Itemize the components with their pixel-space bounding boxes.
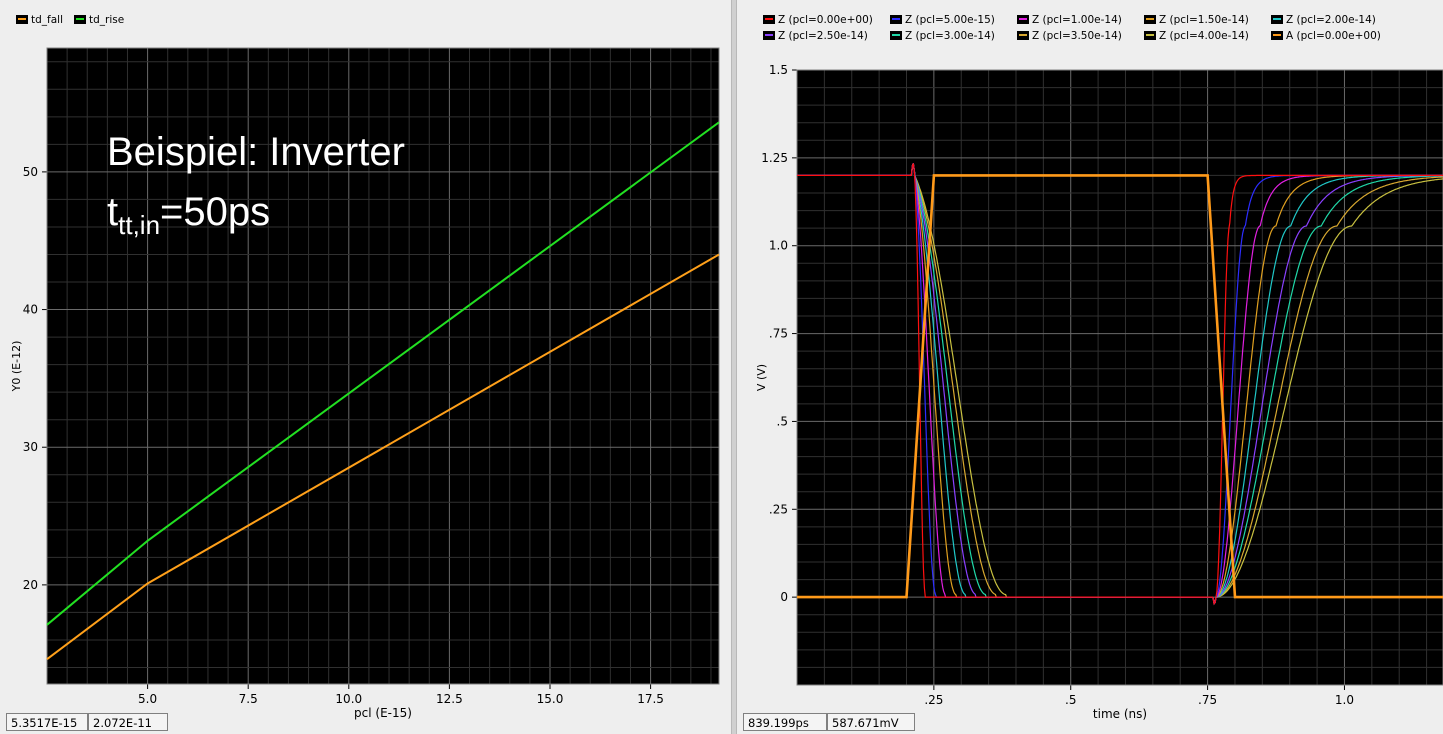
legend-label: Z (pcl=0.00e+00) [778,14,873,26]
legend-swatch [890,14,902,24]
legend-entry[interactable]: td_fall [16,13,63,27]
y-axis-label: Y0 (E-12) [10,341,23,393]
plot-border [796,69,1443,686]
y-tick-label: 50 [23,165,38,179]
y-tick-label: 0 [780,590,788,604]
legend-swatch [1144,30,1156,40]
legend-label: Z (pcl=1.50e-14) [1159,14,1249,26]
x-tick-label: .5 [1065,693,1076,707]
annotation-param: ttt,in=50ps [107,190,270,241]
legend-swatch [1271,14,1283,24]
x-tick-label: .25 [924,693,943,707]
y-tick-label: 20 [23,578,38,592]
legend-swatch [1144,14,1156,24]
legend-label: Z (pcl=3.00e-14) [905,30,995,42]
right-y-readout[interactable]: 587.671mV [827,713,915,731]
left-x-readout[interactable]: 5.3517E-15 [6,713,88,731]
x-axis-label: time (ns) [1093,707,1147,721]
legend-swatch [1271,30,1283,40]
annotation-param-value: =50ps [160,190,271,234]
left-y-readout[interactable]: 2.072E-11 [88,713,168,731]
legend-label: td_rise [89,14,125,26]
right-x-readout[interactable]: 839.199ps [743,713,827,731]
legend-label: Z (pcl=5.00e-15) [905,14,995,26]
x-tick-label: 10.0 [335,692,362,706]
series-line-td-fall [46,253,720,660]
y-tick-label: .25 [769,502,788,516]
annotation-param-subscript: tt,in [118,210,161,240]
legend-entry[interactable]: Z (pcl=1.50e-14) [1144,13,1249,27]
y-tick-label: 1.25 [761,151,788,165]
waveforms [797,163,1443,606]
legend-label: Z (pcl=2.50e-14) [778,30,868,42]
legend-swatch [16,14,28,24]
legend-entry[interactable]: Z (pcl=4.00e-14) [1144,29,1249,43]
y-tick-label: 40 [23,303,38,317]
legend-label: Z (pcl=4.00e-14) [1159,30,1249,42]
annotation-param-t: t [107,190,119,234]
x-tick-label: 17.5 [637,692,664,706]
left-plot-panel: td_fall td_rise 5.0 7.5 10.0 12.5 15.0 17.5 20 3… [0,0,731,734]
legend-swatch [763,14,775,24]
legend-entry[interactable]: Z (pcl=2.50e-14) [763,29,868,43]
y-axis-label: V (V) [755,364,768,391]
legend-entry[interactable]: Z (pcl=2.00e-14) [1271,13,1376,27]
y-tick-label: 1.0 [769,239,788,253]
y-tick-label: 30 [23,440,38,454]
legend-swatch [1017,30,1029,40]
annotation-title: Beispiel: Inverter [107,130,405,174]
left-chart[interactable]: 5.0 7.5 10.0 12.5 15.0 17.5 20 30 40 50 pcl (E-15)… [0,0,731,734]
right-plot-panel: Z (pcl=0.00e+00) Z (pcl=5.00e-15) Z (pcl=1… [737,0,1443,734]
legend-entry[interactable]: Z (pcl=3.50e-14) [1017,29,1122,43]
legend-entry[interactable]: A (pcl=0.00e+00) [1271,29,1381,43]
x-tick-label: 12.5 [436,692,463,706]
input-waveform-A [797,174,1443,599]
plot-border [46,47,720,685]
x-tick-label: 7.5 [239,692,258,706]
y-tick-label: .75 [769,327,788,341]
right-chart[interactable]: .25 .5 .75 1.0 0 .25 .5 .75 1.0 1.25 1.5 time (ns) V… [737,0,1443,734]
plot-area [797,70,1443,685]
legend-entry[interactable]: Z (pcl=3.00e-14) [890,29,995,43]
legend-entry[interactable]: Z (pcl=5.00e-15) [890,13,995,27]
legend-label: Z (pcl=3.50e-14) [1032,30,1122,42]
x-tick-label: 5.0 [138,692,157,706]
panel-splitter[interactable] [731,0,737,734]
output-waveform [797,163,1443,606]
x-axis-label: pcl (E-15) [354,706,412,720]
legend-label: Z (pcl=2.00e-14) [1286,14,1376,26]
x-tick-label: .75 [1198,693,1217,707]
legend-entry[interactable]: Z (pcl=0.00e+00) [763,13,873,27]
legend-entry[interactable]: Z (pcl=1.00e-14) [1017,13,1122,27]
legend-entry[interactable]: td_rise [74,13,124,27]
legend-swatch [74,14,86,24]
legend-swatch [763,30,775,40]
legend-swatch [1017,14,1029,24]
legend-label: Z (pcl=1.00e-14) [1032,14,1122,26]
legend-label: A (pcl=0.00e+00) [1286,30,1381,42]
y-tick-label: 1.5 [769,63,788,77]
series-line-td-rise [46,121,720,626]
x-tick-label: 15.0 [537,692,564,706]
y-tick-label: .5 [777,414,788,428]
legend-label: td_fall [31,14,63,26]
grid [46,48,719,684]
x-tick-label: 1.0 [1335,693,1354,707]
legend-swatch [890,30,902,40]
